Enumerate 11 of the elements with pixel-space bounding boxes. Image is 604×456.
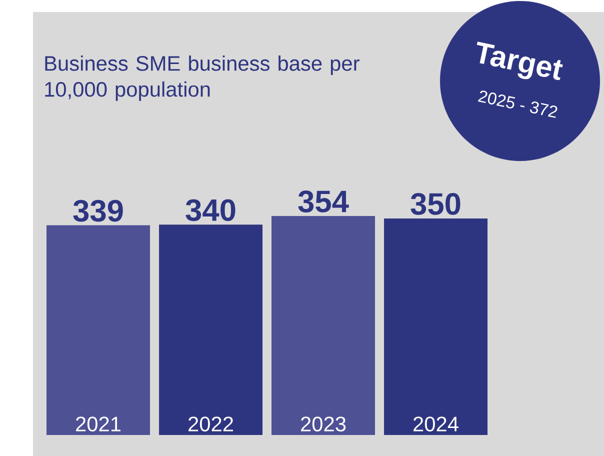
x-tick-label: 2022 <box>188 416 233 432</box>
x-tick-label: 2021 <box>76 416 120 432</box>
x-tick-label: 2024 <box>414 416 458 432</box>
text: Target <box>476 42 563 80</box>
text: 2025 - 372 <box>478 90 558 118</box>
x-tick-label: 2023 <box>301 416 346 432</box>
chart-title: Business SME business base per 10,000 population <box>45 56 360 101</box>
data-label: 340 <box>186 199 236 222</box>
data-label: 354 <box>298 190 349 212</box>
data-label: 339 <box>73 200 123 222</box>
data-label: 350 <box>410 193 460 215</box>
